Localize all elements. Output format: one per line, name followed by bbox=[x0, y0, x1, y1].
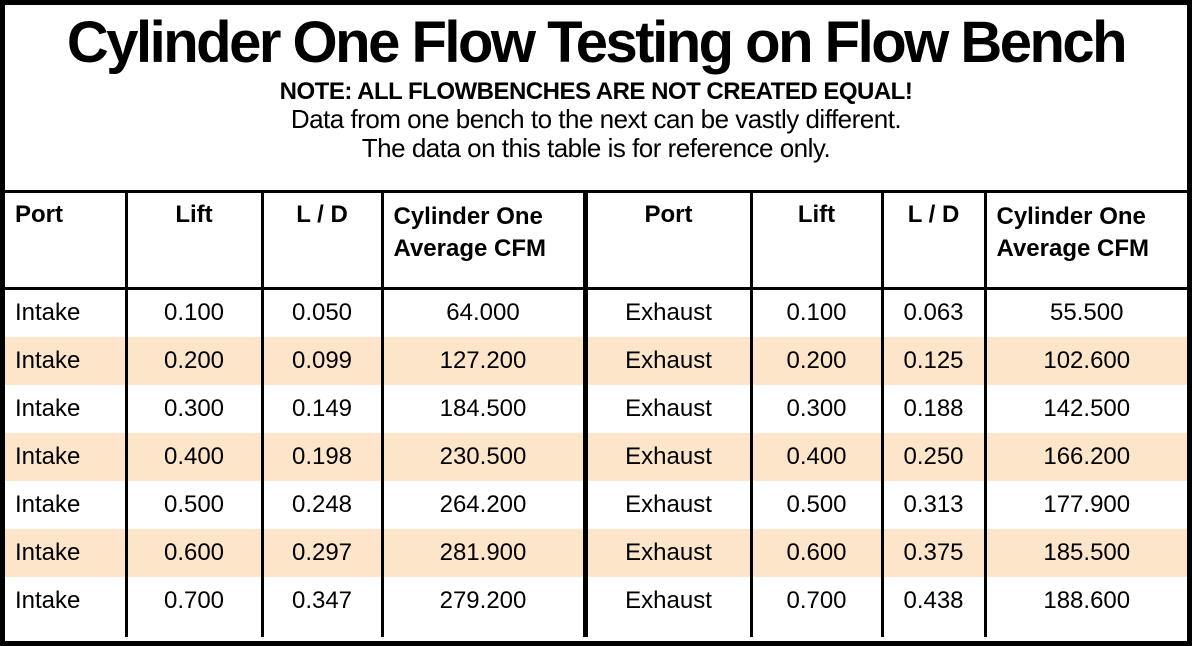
port-cell: Intake bbox=[15, 538, 81, 566]
lift-cell: 0.700 bbox=[124, 576, 262, 637]
lift-cell: 0.700 bbox=[749, 576, 882, 637]
cfm-cell: 127.200 bbox=[380, 336, 585, 385]
port-cell: Intake bbox=[15, 442, 81, 470]
ld-cell: 0.125 bbox=[880, 336, 985, 385]
lift-cell: 0.200 bbox=[124, 336, 262, 385]
col-header-port-exhaust: Port bbox=[582, 191, 751, 290]
port-cell: Intake bbox=[15, 586, 81, 614]
ld-cell: 0.313 bbox=[880, 480, 985, 529]
ld-cell: 0.248 bbox=[260, 480, 382, 529]
port-cell: Intake bbox=[15, 346, 81, 374]
lift-cell: 0.300 bbox=[749, 384, 882, 433]
cfm-cell: 55.500 bbox=[983, 288, 1187, 337]
note-line-2: Data from one bench to the next can be v… bbox=[290, 104, 902, 135]
note-headline: NOTE: ALL FLOWBENCHES ARE NOT CREATED EQ… bbox=[279, 77, 913, 105]
ld-cell: 0.347 bbox=[260, 576, 382, 637]
col-header-cfm-intake: Cylinder One Average CFM bbox=[380, 191, 585, 290]
col-header-cfm-exhaust: Cylinder One Average CFM bbox=[983, 191, 1187, 290]
col-header-ld-exhaust: L / D bbox=[880, 191, 985, 290]
page-title: Cylinder One Flow Testing on Flow Bench bbox=[66, 10, 1128, 75]
ld-cell: 0.050 bbox=[260, 288, 382, 337]
cfm-cell: 230.500 bbox=[380, 432, 585, 481]
lift-cell: 0.300 bbox=[124, 384, 262, 433]
port-cell: Exhaust bbox=[582, 432, 751, 481]
ld-cell: 0.099 bbox=[260, 336, 382, 385]
lift-cell: 0.400 bbox=[124, 432, 262, 481]
cfm-cell: 279.200 bbox=[380, 576, 585, 637]
cfm-cell: 166.200 bbox=[983, 432, 1187, 481]
col-header-ld-intake: L / D bbox=[260, 191, 382, 290]
lift-cell: 0.600 bbox=[749, 528, 882, 577]
col-header-lift-intake: Lift bbox=[124, 191, 262, 290]
lift-cell: 0.600 bbox=[124, 528, 262, 577]
cfm-cell: 142.500 bbox=[983, 384, 1187, 433]
ld-cell: 0.063 bbox=[880, 288, 985, 337]
table-row: Intake 0.300 0.149 184.500 Exhaust 0.300… bbox=[5, 384, 1187, 433]
ld-cell: 0.188 bbox=[880, 384, 985, 433]
port-cell: Exhaust bbox=[582, 288, 751, 337]
table-row: Intake 0.500 0.248 264.200 Exhaust 0.500… bbox=[5, 480, 1187, 529]
lift-cell: 0.200 bbox=[749, 336, 882, 385]
lift-cell: 0.100 bbox=[124, 288, 262, 337]
cfm-cell: 177.900 bbox=[983, 480, 1187, 529]
port-cell: Intake bbox=[15, 299, 81, 327]
port-cell: Intake bbox=[15, 490, 81, 518]
ld-cell: 0.375 bbox=[880, 528, 985, 577]
cfm-cell: 185.500 bbox=[983, 528, 1187, 577]
note-line-3: The data on this table is for reference … bbox=[361, 133, 831, 164]
lift-cell: 0.500 bbox=[749, 480, 882, 529]
cfm-cell: 281.900 bbox=[380, 528, 585, 577]
port-cell: Exhaust bbox=[582, 336, 751, 385]
cfm-cell: 188.600 bbox=[983, 576, 1187, 637]
table-row: Intake 0.200 0.099 127.200 Exhaust 0.200… bbox=[5, 336, 1187, 385]
lift-cell: 0.100 bbox=[749, 288, 882, 337]
ld-cell: 0.438 bbox=[880, 576, 985, 637]
cfm-cell: 184.500 bbox=[380, 384, 585, 433]
port-cell: Intake bbox=[15, 394, 81, 422]
port-cell: Exhaust bbox=[582, 480, 751, 529]
flow-data-table: Port Lift L / D Cylinder One Average CFM… bbox=[5, 190, 1187, 637]
port-cell: Exhaust bbox=[582, 384, 751, 433]
port-cell: Exhaust bbox=[582, 528, 751, 577]
col-header-lift-exhaust: Lift bbox=[749, 191, 882, 290]
cfm-cell: 264.200 bbox=[380, 480, 585, 529]
ld-cell: 0.250 bbox=[880, 432, 985, 481]
table-row: Intake 0.100 0.050 64.000 Exhaust 0.100 … bbox=[5, 288, 1187, 337]
lift-cell: 0.400 bbox=[749, 432, 882, 481]
header-row: Port Lift L / D Cylinder One Average CFM… bbox=[5, 191, 1187, 290]
port-cell: Exhaust bbox=[582, 576, 751, 637]
ld-cell: 0.297 bbox=[260, 528, 382, 577]
table-row: Intake 0.600 0.297 281.900 Exhaust 0.600… bbox=[5, 528, 1187, 577]
table-row: Intake 0.400 0.198 230.500 Exhaust 0.400… bbox=[5, 432, 1187, 481]
lift-cell: 0.500 bbox=[124, 480, 262, 529]
col-header-port-intake: Port bbox=[5, 191, 126, 290]
table-row: Intake 0.700 0.347 279.200 Exhaust 0.700… bbox=[5, 576, 1187, 637]
ld-cell: 0.149 bbox=[260, 384, 382, 433]
cfm-cell: 102.600 bbox=[983, 336, 1187, 385]
cfm-cell: 64.000 bbox=[380, 288, 585, 337]
title-area: Cylinder One Flow Testing on Flow Bench … bbox=[5, 5, 1187, 190]
ld-cell: 0.198 bbox=[260, 432, 382, 481]
